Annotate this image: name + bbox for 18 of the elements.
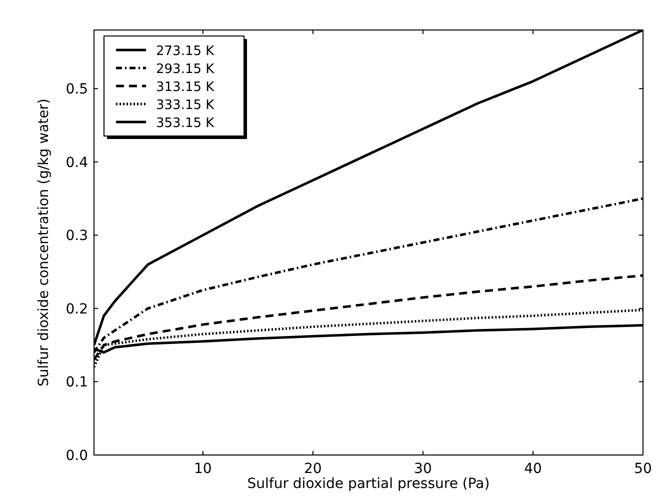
legend-label: 273.15 K	[156, 44, 215, 59]
y-tick-label: 0.5	[66, 82, 88, 98]
x-axis-title: Sulfur dioxide partial pressure (Pa)	[247, 476, 490, 492]
y-tick-label: 0.3	[66, 228, 88, 244]
legend-label: 353.15 K	[156, 116, 215, 131]
x-tick-label: 10	[194, 461, 212, 477]
y-tick-label: 0.4	[66, 154, 88, 171]
legend-label: 313.15 K	[156, 80, 215, 95]
x-tick-label: 20	[304, 461, 322, 477]
y-tick-label: 0.0	[66, 448, 88, 464]
y-tick-label: 0.2	[66, 301, 88, 318]
legend-label: 293.15 K	[156, 62, 215, 77]
y-tick-label: 0.1	[66, 374, 88, 391]
legend-label: 333.15 K	[156, 98, 215, 113]
x-tick-label: 40	[524, 461, 542, 477]
x-tick-label: 50	[634, 461, 652, 477]
x-tick-label: 30	[414, 461, 432, 477]
y-axis-title: Sulfur dioxide concentration (g/kg water)	[36, 98, 52, 386]
